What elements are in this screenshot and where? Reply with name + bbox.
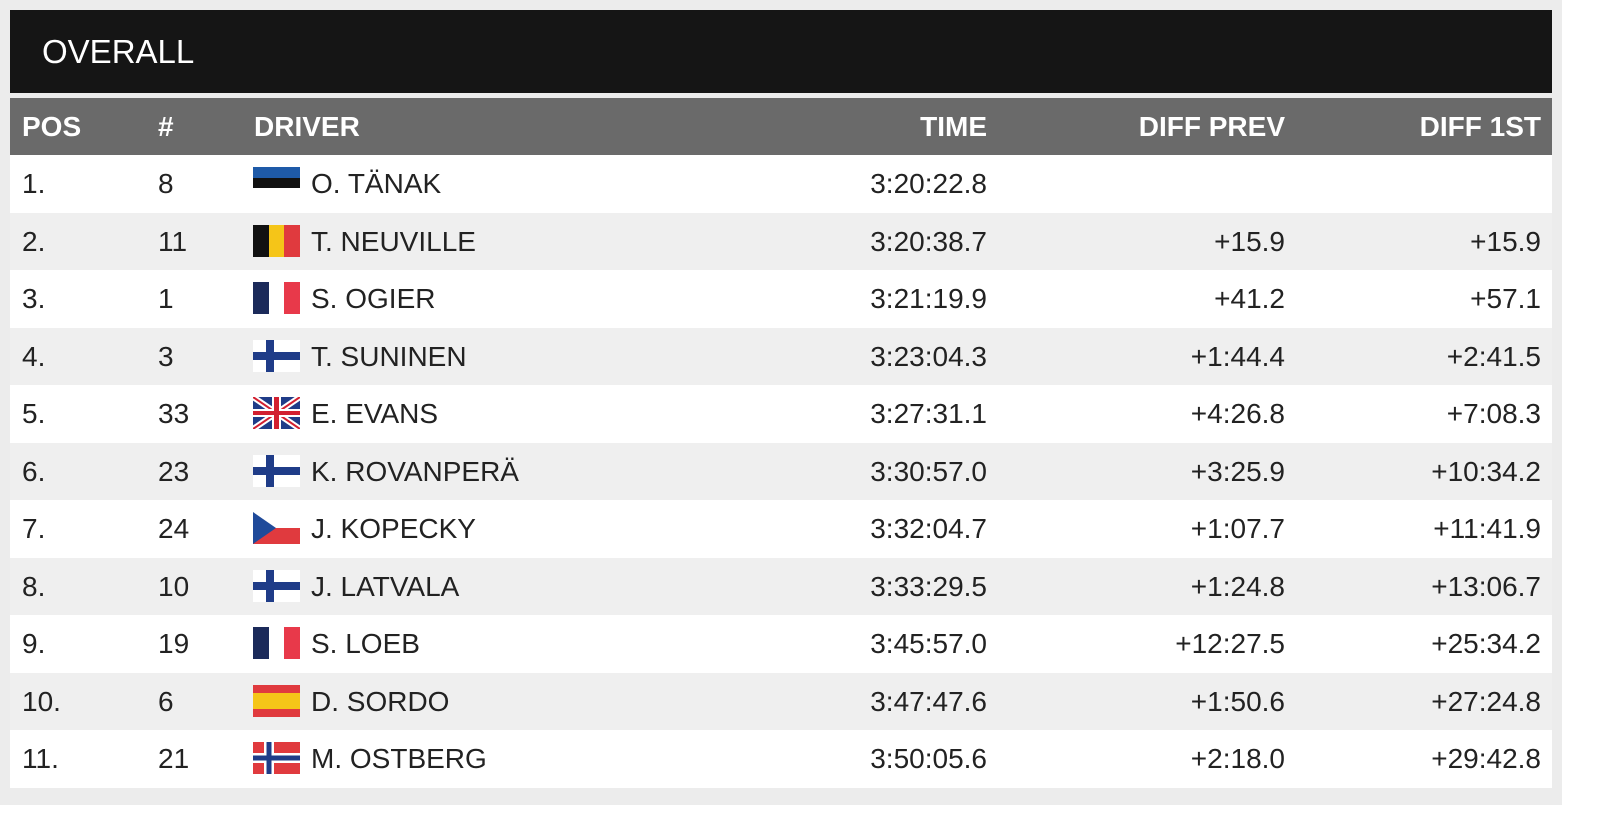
- title: OVERALL: [42, 33, 195, 70]
- flag: [253, 455, 300, 487]
- header-cell: #: [158, 111, 174, 142]
- number-cell: 23: [158, 455, 190, 487]
- diff-prev-cell: +2:18.0: [1190, 743, 1285, 774]
- diff-prev-cell: +3:25.9: [1190, 455, 1285, 487]
- number-cell: 33: [158, 398, 190, 429]
- diff-first-cell: +10:34.2: [1431, 455, 1541, 487]
- flag: [253, 225, 300, 257]
- time-cell: 3:32:04.7: [870, 513, 987, 544]
- table-row: 1. 8 O. TÄNAK 3:20:22.8: [10, 155, 1552, 213]
- flag: [253, 397, 300, 429]
- driver-cell: S. OGIER: [311, 283, 436, 314]
- diff-prev-cell: +41.2: [1214, 283, 1285, 314]
- title-bar: OVERALL: [10, 10, 1552, 93]
- number-cell: 1: [158, 283, 174, 314]
- number-cell: 8: [158, 168, 174, 199]
- flag: [253, 570, 300, 602]
- pos-cell: 1.: [22, 168, 46, 199]
- pos-cell: 5.: [22, 398, 46, 429]
- diff-first-cell: +15.9: [1470, 225, 1541, 257]
- header-cell: DIFF 1ST: [1419, 111, 1541, 142]
- flag: [253, 167, 300, 199]
- diff-first-cell: +2:41.5: [1446, 340, 1541, 372]
- time-cell: 3:23:04.3: [870, 340, 987, 372]
- diff-prev-cell: +1:24.8: [1190, 570, 1285, 602]
- time-cell: 3:21:19.9: [870, 283, 987, 314]
- pos-cell: 2.: [22, 225, 46, 257]
- table-row: 2. 11 T. NEUVILLE 3:20:38.7 +15.9 +15.9: [10, 212, 1552, 270]
- flag: [253, 627, 300, 659]
- driver-cell: J. LATVALA: [311, 570, 460, 602]
- driver-cell: J. KOPECKY: [311, 513, 476, 544]
- diff-first-cell: +27:24.8: [1431, 685, 1541, 717]
- table-row: 3. 1 S. OGIER 3:21:19.9 +41.2 +57.1: [10, 270, 1552, 328]
- driver-cell: O. TÄNAK: [311, 168, 442, 199]
- time-cell: 3:27:31.1: [870, 398, 987, 429]
- time-cell: 3:20:22.8: [870, 168, 987, 199]
- frame: OVERALL POS # DRIVER TIME DIFF PREV DIFF…: [0, 0, 1562, 805]
- pos-cell: 8.: [22, 570, 46, 602]
- header-cell: TIME: [920, 111, 987, 142]
- time-cell: 3:33:29.5: [870, 570, 987, 602]
- driver-cell: K. ROVANPERÄ: [311, 455, 519, 487]
- diff-first-cell: +57.1: [1470, 283, 1541, 314]
- flag: [253, 282, 300, 314]
- table-header: POS # DRIVER TIME DIFF PREV DIFF 1ST: [10, 98, 1552, 155]
- pos-cell: 6.: [22, 455, 46, 487]
- pos-cell: 9.: [22, 628, 46, 659]
- diff-prev-cell: +1:07.7: [1190, 513, 1285, 544]
- table-row: 9. 19 S. LOEB 3:45:57.0 +12:27.5 +25:34.…: [10, 615, 1552, 673]
- flag: [253, 685, 300, 717]
- driver-cell: E. EVANS: [311, 398, 439, 429]
- table-row: 4. 3 T. SUNINEN 3:23:04.3 +1:44.4 +2:41.…: [10, 327, 1552, 385]
- time-cell: 3:30:57.0: [870, 455, 987, 487]
- diff-first-cell: +25:34.2: [1431, 628, 1541, 659]
- pos-cell: 7.: [22, 513, 46, 544]
- number-cell: 11: [158, 225, 188, 257]
- header-cell: DIFF PREV: [1138, 111, 1285, 142]
- diff-first-cell: +11:41.9: [1433, 513, 1541, 544]
- diff-prev-cell: +15.9: [1214, 225, 1285, 257]
- diff-prev-cell: +1:50.6: [1190, 685, 1285, 717]
- pos-cell: 10.: [22, 685, 61, 717]
- table-row: 6. 23 K. ROVANPERÄ 3:30:57.0 +3:25.9 +10…: [10, 442, 1552, 500]
- time-cell: 3:50:05.6: [870, 743, 987, 774]
- table-row: 8. 10 J. LATVALA 3:33:29.5 +1:24.8 +13:0…: [10, 557, 1552, 615]
- pos-cell: 4.: [22, 340, 46, 372]
- table-body: 1. 8 O. TÄNAK 3:20:22.8 2. 11 T. NEUVILL…: [10, 155, 1552, 788]
- diff-prev-cell: +12:27.5: [1175, 628, 1285, 659]
- number-cell: 24: [158, 513, 190, 544]
- table-row: 11. 21 M. OSTBERG 3:50:05.6 +2:18.0 +29:…: [10, 730, 1552, 788]
- driver-cell: T. SUNINEN: [311, 340, 467, 372]
- driver-cell: D. SORDO: [311, 685, 450, 717]
- time-cell: 3:47:47.6: [870, 685, 987, 717]
- flag: [253, 512, 300, 544]
- number-cell: 19: [158, 628, 190, 659]
- diff-first-cell: +7:08.3: [1446, 398, 1541, 429]
- number-cell: 21: [158, 743, 190, 774]
- pos-cell: 3.: [22, 283, 46, 314]
- pos-cell: 11.: [22, 743, 59, 774]
- driver-cell: T. NEUVILLE: [311, 225, 476, 257]
- time-cell: 3:45:57.0: [870, 628, 987, 659]
- table-row: 7. 24 J. KOPECKY 3:32:04.7 +1:07.7 +11:4…: [10, 500, 1552, 558]
- number-cell: 3: [158, 340, 174, 372]
- diff-prev-cell: +4:26.8: [1190, 398, 1285, 429]
- time-cell: 3:20:38.7: [870, 225, 987, 257]
- diff-first-cell: +13:06.7: [1431, 570, 1541, 602]
- flag: [253, 742, 300, 774]
- driver-cell: S. LOEB: [311, 628, 420, 659]
- header-cell: POS: [22, 111, 82, 142]
- number-cell: 10: [158, 570, 190, 602]
- table-row: 10. 6 D. SORDO 3:47:47.6 +1:50.6 +27:24.…: [10, 672, 1552, 730]
- driver-cell: M. OSTBERG: [311, 743, 487, 774]
- flag: [253, 340, 300, 372]
- number-cell: 6: [158, 685, 174, 717]
- diff-prev-cell: +1:44.4: [1190, 340, 1285, 372]
- header-cell: DRIVER: [254, 111, 360, 142]
- table-row: 5. 33 E. EVANS 3:27:31.1 +4:26.8 +7:08.3: [10, 385, 1552, 443]
- diff-first-cell: +29:42.8: [1431, 743, 1541, 774]
